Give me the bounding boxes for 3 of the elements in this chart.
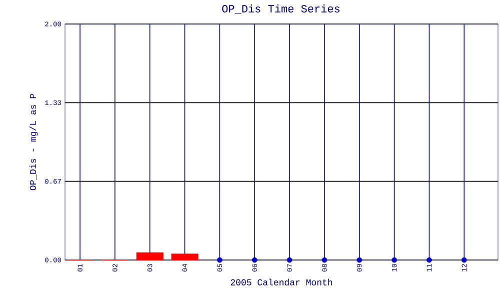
x-axis-title: 2005 Calendar Month [230,278,332,286]
chart-title: OP_Dis Time Series [222,4,340,14]
y-axis-title: OP_Dis - mg/L as P [29,94,38,190]
